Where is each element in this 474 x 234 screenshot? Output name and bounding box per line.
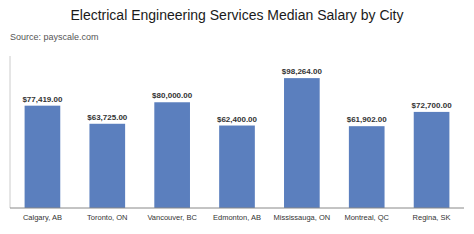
x-tick-label: Montreal, QC [344, 213, 389, 222]
x-tick-label: Regina, SK [413, 213, 451, 222]
bar [349, 126, 385, 208]
data-label: $80,000.00 [152, 91, 193, 100]
title: Electrical Engineering Services Median S… [70, 7, 403, 23]
data-label: $62,400.00 [217, 115, 258, 124]
x-tick-label: Toronto, ON [87, 213, 127, 222]
y-axis-line [10, 56, 11, 208]
bar [284, 78, 320, 208]
bar [154, 102, 190, 208]
x-tick-label: Mississauga, ON [274, 213, 331, 222]
bar [89, 124, 125, 208]
x-tick-label: Calgary, AB [23, 213, 62, 222]
x-tick-label: Edmonton, AB [213, 213, 261, 222]
data-label: $98,264.00 [282, 67, 323, 76]
subtitle: Source: payscale.com [10, 32, 99, 42]
data-label: $77,419.00 [22, 95, 63, 104]
x-tick-label: Vancouver, BC [147, 213, 197, 222]
bar [219, 126, 255, 208]
bar [25, 106, 61, 208]
data-label: $63,725.00 [87, 113, 128, 122]
bars [25, 78, 450, 208]
data-label: $61,902.00 [347, 115, 388, 124]
x-axis-line [10, 208, 464, 209]
chart: Electrical Engineering Services Median S… [0, 0, 474, 234]
data-label: $72,700.00 [412, 101, 453, 110]
bar [414, 112, 450, 208]
chart-container: Electrical Engineering Services Median S… [0, 0, 474, 234]
